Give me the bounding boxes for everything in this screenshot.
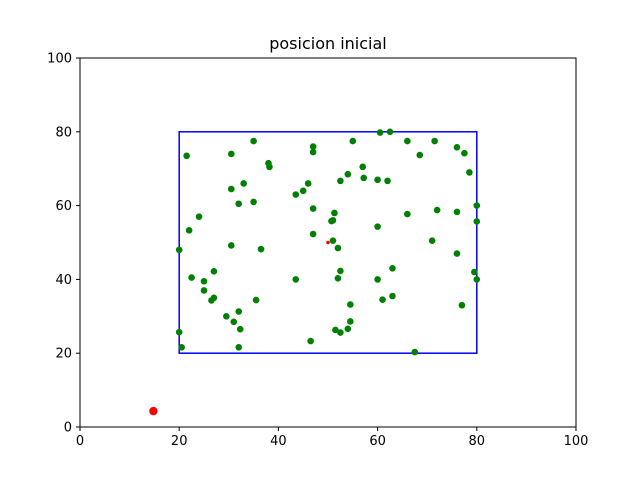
scatter-point xyxy=(208,297,215,304)
scatter-point xyxy=(250,137,257,145)
scatter-point xyxy=(183,152,190,160)
scatter-point xyxy=(386,128,394,136)
scatter-point xyxy=(235,200,243,208)
scatter-point xyxy=(337,329,344,336)
scatter-point xyxy=(374,223,381,230)
scatter-point xyxy=(210,267,218,275)
scatter-point xyxy=(453,143,461,151)
scatter-point xyxy=(175,246,183,254)
scatter-point xyxy=(230,318,238,326)
scatter-point xyxy=(304,180,312,187)
scatter-point xyxy=(292,276,300,283)
scatter-point xyxy=(227,150,235,158)
scatter-point xyxy=(337,177,344,185)
scatter-point xyxy=(411,348,419,356)
scatter-point xyxy=(334,274,342,282)
scatter-point xyxy=(389,265,396,272)
scatter-point xyxy=(473,276,481,283)
scatter-point xyxy=(240,180,247,187)
scatter-point xyxy=(374,276,381,283)
scatter-point xyxy=(337,267,344,275)
scatter-point xyxy=(200,287,208,294)
scatter-point xyxy=(404,210,411,218)
scatter-point xyxy=(250,198,257,206)
scatter-point xyxy=(329,237,337,244)
axes-frame xyxy=(79,57,577,428)
boundary-rectangle xyxy=(178,131,478,354)
scatter-point xyxy=(200,277,208,285)
chart-title: posicion inicial xyxy=(269,34,387,53)
scatter-point xyxy=(404,137,411,145)
scatter-point xyxy=(332,326,339,334)
scatter-point xyxy=(257,245,265,253)
scatter-point xyxy=(331,209,338,217)
y-axis: 0 20 40 60 80 100 xyxy=(47,52,80,436)
x-tick-label: 40 xyxy=(270,434,287,449)
scatter-point xyxy=(223,313,230,320)
scatter-point xyxy=(374,176,381,184)
scatter-point xyxy=(236,325,244,333)
scatter-point xyxy=(349,137,357,145)
scatter-point xyxy=(266,163,273,171)
scatter-point xyxy=(379,296,386,303)
scatter-point xyxy=(428,237,436,244)
y-tick-label: 60 xyxy=(55,199,72,214)
scatter-point xyxy=(384,177,391,185)
scatter-point xyxy=(227,185,235,193)
y-tick-label: 20 xyxy=(55,347,72,362)
y-tick-label: 80 xyxy=(55,125,72,140)
x-tick-label: 100 xyxy=(564,434,589,449)
scatter-point xyxy=(376,129,384,136)
scatter-point xyxy=(307,337,314,345)
scatter-point xyxy=(453,250,461,257)
scatter-point xyxy=(458,301,466,309)
scatter-point xyxy=(344,325,352,333)
x-tick-label: 0 xyxy=(76,434,84,449)
y-tick-label: 100 xyxy=(47,52,72,67)
scatter-point xyxy=(466,169,473,176)
scatter-point xyxy=(344,170,352,178)
scatter-point xyxy=(334,244,342,252)
scatter-point xyxy=(175,328,183,336)
scatter-point xyxy=(299,187,307,195)
scatter-point xyxy=(185,227,193,234)
scatter-point xyxy=(328,217,335,225)
scatter-point xyxy=(235,308,243,315)
scatter-point xyxy=(416,151,424,159)
scatter-point xyxy=(473,202,481,209)
scatter-point xyxy=(473,218,481,225)
y-tick-label: 40 xyxy=(55,273,72,288)
scatter-point xyxy=(389,292,396,300)
scatter-point xyxy=(309,143,317,150)
scatter-point xyxy=(309,205,317,212)
scatter-point xyxy=(292,191,300,198)
scatter-point xyxy=(149,406,158,416)
scatter-point xyxy=(227,242,235,249)
scatter-point xyxy=(326,240,330,245)
scatter-point xyxy=(461,149,468,157)
scatter-point xyxy=(347,301,354,308)
x-tick-label: 20 xyxy=(171,434,188,449)
scatter-point xyxy=(252,296,260,304)
scatter-point xyxy=(309,230,317,238)
y-tick-label: 0 xyxy=(64,421,72,436)
x-tick-label: 80 xyxy=(469,434,486,449)
scatter-point xyxy=(471,268,478,276)
x-tick-label: 60 xyxy=(369,434,386,449)
x-axis: 0 20 40 60 80 100 xyxy=(76,427,589,449)
scatter-point xyxy=(178,343,185,351)
scatter-point xyxy=(309,148,317,156)
scatter-point xyxy=(433,206,441,214)
scatter-point xyxy=(195,213,203,220)
scatter-point xyxy=(347,318,354,325)
scatter-point xyxy=(235,343,243,351)
scatter-point xyxy=(360,174,368,182)
scatter-point xyxy=(431,137,438,145)
scatter-point xyxy=(188,274,195,281)
scatter-point xyxy=(453,208,461,216)
scatter-point xyxy=(359,163,367,171)
plot-area xyxy=(149,128,481,416)
